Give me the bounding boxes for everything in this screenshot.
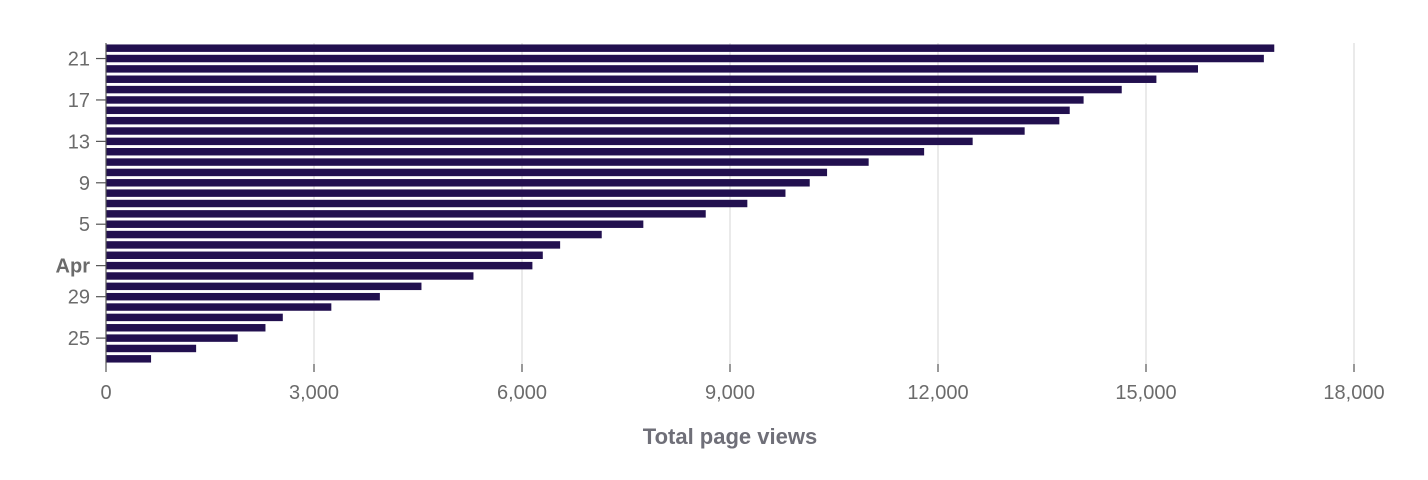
bar bbox=[106, 334, 238, 342]
x-tick-label: 0 bbox=[100, 382, 111, 404]
bar bbox=[106, 210, 706, 218]
bar bbox=[106, 127, 1025, 135]
bar bbox=[106, 261, 533, 270]
bars bbox=[106, 44, 1275, 363]
bar bbox=[106, 251, 543, 260]
bar bbox=[106, 220, 644, 228]
bar bbox=[106, 292, 380, 301]
y-tick-label: Apr bbox=[56, 256, 91, 278]
y-tick-label: 9 bbox=[79, 173, 90, 195]
axes: 25 29 Apr 5 9 13 17 21 0 3,000 6,000 9,000 12,000 15,… bbox=[56, 43, 1385, 404]
y-tick-label: 13 bbox=[68, 131, 90, 153]
y-tick-label: 29 bbox=[68, 287, 90, 309]
x-tick-label: 3,000 bbox=[289, 382, 339, 404]
x-tick-label: 12,000 bbox=[907, 382, 968, 404]
y-tick-label: 21 bbox=[68, 49, 90, 71]
bar bbox=[106, 54, 1264, 63]
bar bbox=[106, 282, 422, 291]
y-tick-label: 17 bbox=[68, 90, 90, 112]
bar bbox=[106, 241, 561, 249]
bar bbox=[106, 116, 1060, 125]
y-tick-label: 25 bbox=[68, 328, 90, 350]
y-tick-label: 5 bbox=[79, 214, 90, 236]
bar bbox=[106, 199, 748, 208]
bar bbox=[106, 106, 1070, 115]
bar bbox=[106, 313, 283, 322]
bar bbox=[106, 344, 197, 353]
bar bbox=[106, 324, 266, 332]
bar bbox=[106, 147, 925, 156]
bar bbox=[106, 137, 973, 146]
bar bbox=[106, 44, 1275, 52]
bar bbox=[106, 355, 152, 363]
bar bbox=[106, 75, 1157, 83]
bar bbox=[106, 85, 1122, 94]
x-tick-label: 9,000 bbox=[705, 382, 755, 404]
bar bbox=[106, 96, 1084, 104]
bar bbox=[106, 230, 602, 239]
bar bbox=[106, 168, 828, 177]
bar bbox=[106, 179, 810, 187]
x-tick-label: 15,000 bbox=[1115, 382, 1176, 404]
bar bbox=[106, 65, 1198, 73]
bar bbox=[106, 158, 869, 166]
bar bbox=[106, 189, 786, 197]
x-tick-label: 18,000 bbox=[1323, 382, 1384, 404]
x-axis-title: Total page views bbox=[643, 424, 817, 449]
bar bbox=[106, 303, 332, 311]
x-tick-label: 6,000 bbox=[497, 382, 547, 404]
bar bbox=[106, 272, 474, 280]
